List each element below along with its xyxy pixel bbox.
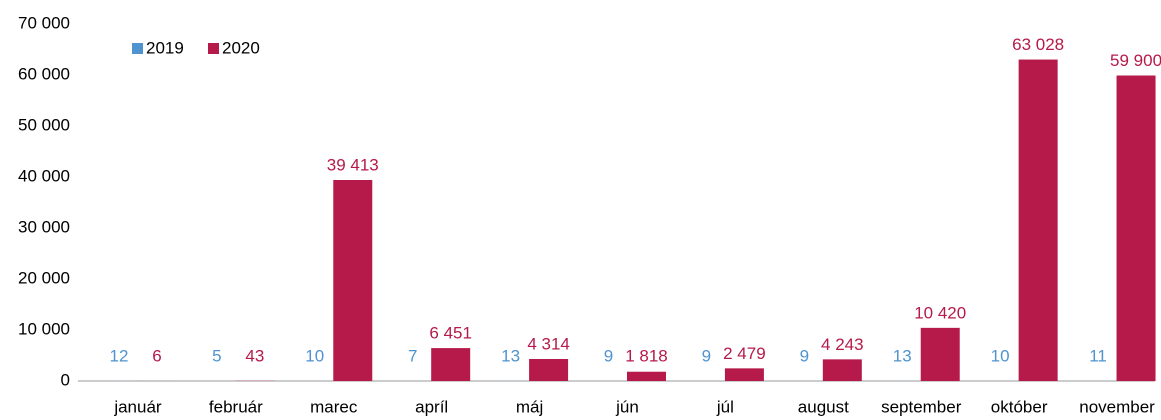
y-tick-label: 30 000 xyxy=(18,217,70,236)
x-tick-label: apríl xyxy=(415,397,448,416)
y-tick-label: 60 000 xyxy=(18,64,70,83)
value-label: 4 243 xyxy=(821,335,864,354)
legend-swatch xyxy=(132,43,143,54)
x-tick-label: august xyxy=(798,397,849,416)
x-tick-label: júl xyxy=(716,397,734,416)
legend-swatch xyxy=(208,43,219,54)
bar xyxy=(529,358,569,381)
value-label: 9 xyxy=(702,346,711,365)
bar xyxy=(724,368,764,381)
y-tick-label: 20 000 xyxy=(18,268,70,287)
value-label: 12 xyxy=(109,346,128,365)
x-tick-label: január xyxy=(113,397,162,416)
bar xyxy=(920,327,960,381)
bar xyxy=(627,371,666,381)
value-label: 10 xyxy=(305,346,324,365)
bar xyxy=(431,348,471,381)
y-tick-label: 70 000 xyxy=(18,13,70,32)
value-label: 39 413 xyxy=(327,155,379,174)
value-label: 59 900 xyxy=(1110,51,1161,70)
legend-label: 2019 xyxy=(146,38,184,57)
x-tick-label: september xyxy=(881,397,962,416)
bar xyxy=(1018,59,1058,382)
bar xyxy=(1116,75,1156,381)
x-tick-label: jún xyxy=(615,397,639,416)
value-label: 2 479 xyxy=(723,344,766,363)
y-tick-label: 0 xyxy=(61,370,70,389)
value-label: 5 xyxy=(212,346,221,365)
legend-label: 2020 xyxy=(222,38,260,57)
value-label: 7 xyxy=(408,346,417,365)
value-label: 63 028 xyxy=(1012,35,1064,54)
value-label: 11 xyxy=(1089,346,1107,365)
x-tick-label: marec xyxy=(310,397,358,416)
x-tick-label: máj xyxy=(516,397,543,416)
bar xyxy=(822,359,862,381)
value-label: 10 xyxy=(991,346,1010,365)
value-label: 1 818 xyxy=(625,346,668,365)
value-label: 6 451 xyxy=(429,324,472,343)
bar xyxy=(333,179,373,381)
x-tick-label: február xyxy=(209,397,263,416)
y-tick-label: 50 000 xyxy=(18,115,70,134)
value-label: 9 xyxy=(604,346,613,365)
y-tick-label: 10 000 xyxy=(18,319,70,338)
value-label: 9 xyxy=(800,346,809,365)
value-label: 10 420 xyxy=(914,303,966,322)
x-tick-label: november xyxy=(1079,397,1155,416)
value-label: 13 xyxy=(893,346,912,365)
value-label: 13 xyxy=(501,346,520,365)
value-label: 4 314 xyxy=(527,334,570,353)
y-tick-label: 40 000 xyxy=(18,166,70,185)
x-tick-label: október xyxy=(991,397,1048,416)
value-label: 6 xyxy=(152,346,161,365)
value-label: 43 xyxy=(245,346,264,365)
